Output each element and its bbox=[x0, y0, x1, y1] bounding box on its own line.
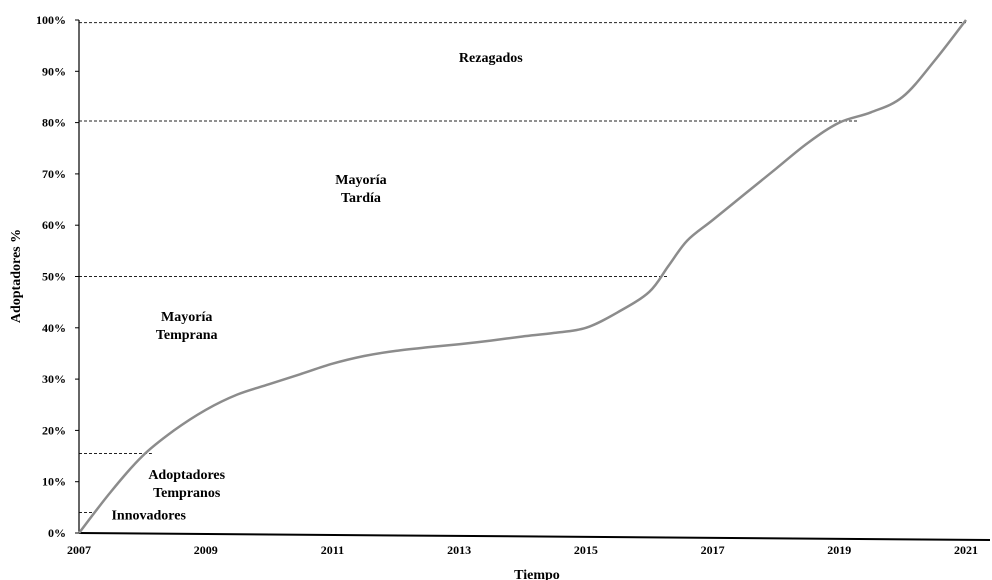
y-tick-label: 40% bbox=[42, 321, 66, 335]
y-tick-label: 0% bbox=[48, 526, 66, 540]
annotation-line: Temprana bbox=[156, 328, 218, 343]
x-tick-label: 2017 bbox=[701, 543, 725, 557]
x-tick-label: 2007 bbox=[67, 543, 91, 557]
annotation-4: Rezagados bbox=[459, 51, 523, 66]
annotation-line: Innovadores bbox=[111, 509, 186, 524]
annotation-0: Innovadores bbox=[111, 509, 186, 524]
y-tick-label: 70% bbox=[42, 167, 66, 181]
x-tick-label: 2011 bbox=[321, 543, 344, 557]
x-tick-label: 2015 bbox=[574, 543, 598, 557]
x-axis-title: Tiempo bbox=[514, 568, 560, 580]
annotation-line: Tardía bbox=[341, 191, 381, 206]
annotation-line: Mayoría bbox=[161, 310, 212, 325]
annotation-1: Adoptadores Tempranos bbox=[148, 468, 225, 501]
annotation-line: Tempranos bbox=[153, 486, 221, 501]
y-tick-label: 50% bbox=[42, 270, 66, 284]
x-tick-label: 2009 bbox=[194, 543, 218, 557]
y-tick-label: 80% bbox=[42, 116, 66, 130]
y-tick-label: 10% bbox=[42, 475, 66, 489]
y-tick-label: 90% bbox=[42, 64, 66, 78]
annotation-line: Adoptadores bbox=[148, 468, 225, 483]
y-tick-label: 100% bbox=[36, 13, 66, 27]
annotation-3: Mayoría Tardía bbox=[335, 173, 386, 206]
y-axis-title-group: Adoptadores % bbox=[9, 229, 24, 323]
x-tick-label: 2013 bbox=[447, 543, 471, 557]
x-tick-label: 2021 bbox=[954, 543, 978, 557]
y-axis-title: Adoptadores % bbox=[9, 229, 24, 323]
x-axis-line bbox=[79, 533, 990, 540]
annotation-line: Mayoría bbox=[335, 173, 386, 188]
y-tick-label: 60% bbox=[42, 218, 66, 232]
y-tick-label: 30% bbox=[42, 372, 66, 386]
annotation-2: Mayoría Temprana bbox=[156, 310, 218, 343]
y-tick-label: 20% bbox=[42, 423, 66, 437]
plot-area: 0% 10% 20% 30% 40% 50% 60% 70% 80% 90% 100% 2007 200… bbox=[36, 13, 990, 557]
annotation-line: Rezagados bbox=[459, 51, 523, 66]
x-tick-label: 2019 bbox=[827, 543, 851, 557]
series-line-0 bbox=[79, 20, 966, 533]
